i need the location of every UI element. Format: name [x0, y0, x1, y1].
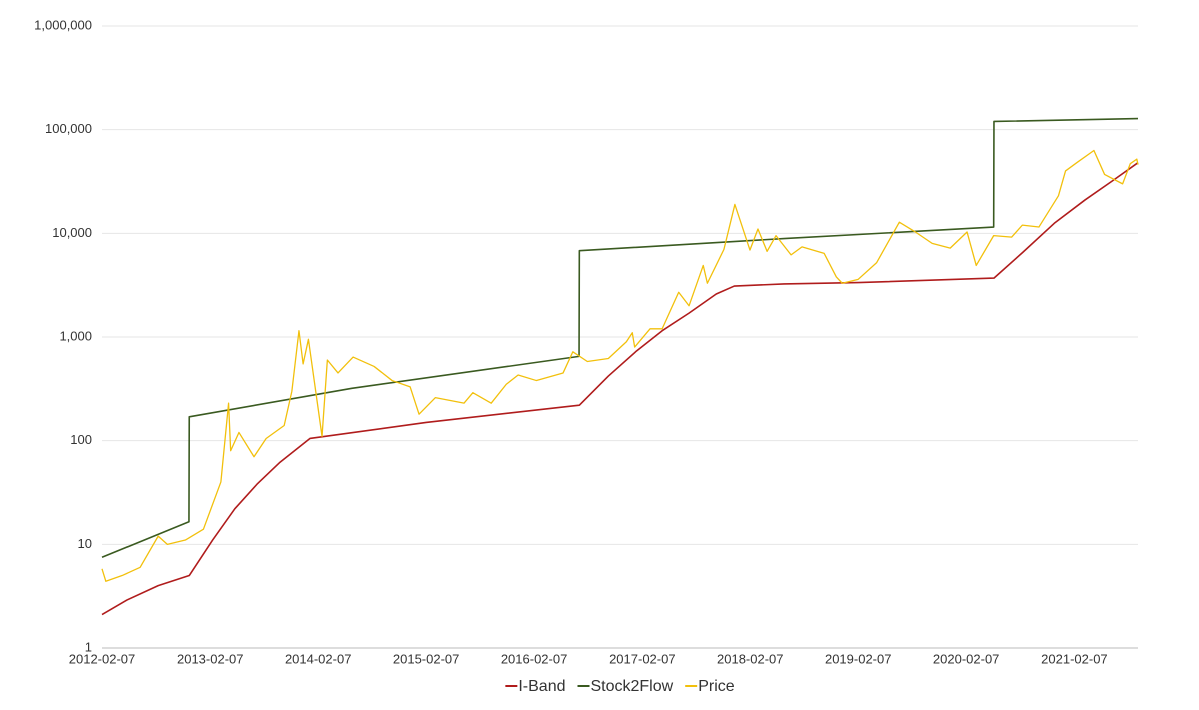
x-tick-label: 2019-02-07: [825, 651, 892, 666]
x-tick-label: 2013-02-07: [177, 651, 244, 666]
y-tick-label: 1: [85, 639, 92, 654]
legend: I-Band Stock2Flow Price: [505, 678, 735, 695]
x-tick-label: 2016-02-07: [501, 651, 568, 666]
legend-label: I-Band: [518, 678, 565, 695]
legend-label: Stock2Flow: [590, 678, 673, 695]
series-line: [101, 117, 1139, 559]
x-tick-label: 2014-02-07: [285, 651, 352, 666]
x-tick-label: 2018-02-07: [717, 651, 784, 666]
x-tick-label: 2015-02-07: [393, 651, 460, 666]
series-line: [101, 162, 1139, 616]
x-tick-label: 2020-02-07: [933, 651, 1000, 666]
x-tick-label: 2021-02-07: [1041, 651, 1108, 666]
y-tick-label: 100,000: [45, 121, 92, 136]
y-tick-label: 10: [78, 536, 92, 551]
y-tick-label: 1,000: [59, 328, 92, 343]
x-tick-label: 2017-02-07: [609, 651, 676, 666]
legend-label: Price: [698, 678, 735, 695]
x-tick-label: 2012-02-07: [69, 651, 136, 666]
y-tick-label: 10,000: [52, 225, 92, 240]
y-tick-label: 100: [70, 432, 92, 447]
series-line: [101, 149, 1139, 582]
y-tick-label: 1,000,000: [34, 17, 92, 32]
